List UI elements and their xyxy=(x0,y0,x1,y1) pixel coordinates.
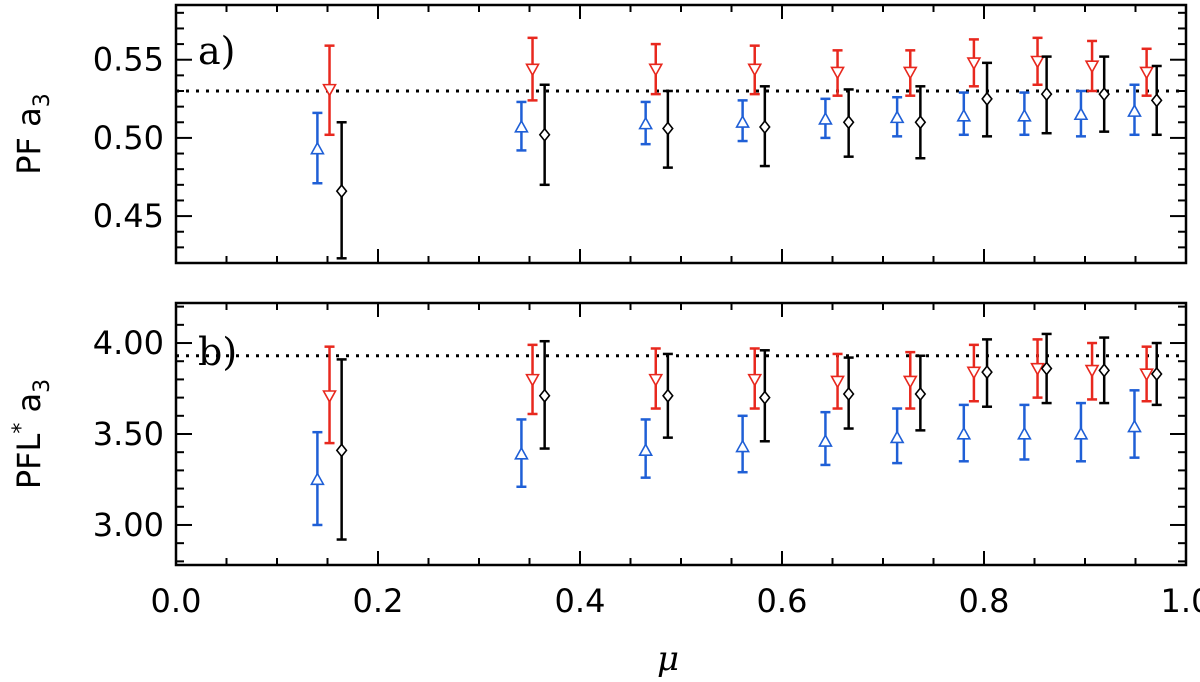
marker-triangle-down xyxy=(648,373,664,388)
marker-triangle-up xyxy=(1017,108,1032,122)
marker-diamond xyxy=(981,91,993,107)
panel-b-xtick-labels: 0.0 0.2 0.4 0.6 0.8 1.0 xyxy=(151,582,1200,620)
panel-a-yticks: 0.45 0.50 0.55 xyxy=(93,11,1186,264)
marker-diamond xyxy=(914,386,927,402)
x-tick-label: 0.2 xyxy=(353,582,404,620)
marker-triangle-down xyxy=(1139,66,1154,80)
marker-diamond xyxy=(662,388,674,404)
marker-triangle-up xyxy=(310,141,325,155)
marker-diamond xyxy=(335,183,348,199)
marker-diamond xyxy=(759,390,771,405)
marker-triangle-down xyxy=(747,373,763,388)
panel-b-label: b) xyxy=(198,330,237,374)
marker-triangle-up xyxy=(638,116,654,130)
marker-diamond xyxy=(842,386,855,402)
marker-triangle-up xyxy=(1127,419,1142,433)
marker-triangle-up xyxy=(818,433,833,447)
marker-diamond xyxy=(981,364,993,380)
panel-b-ylabel-tail: a xyxy=(10,393,48,423)
marker-diamond xyxy=(538,388,551,404)
marker-diamond xyxy=(1098,86,1111,102)
marker-triangle-up xyxy=(1127,103,1142,117)
panel-a-ylabel: PF a3 xyxy=(10,93,55,174)
marker-diamond xyxy=(759,119,771,135)
marker-triangle-down xyxy=(1139,368,1154,382)
panel-a: a) PF a3 0.45 0.50 0.55 xyxy=(10,3,1188,265)
marker-triangle-up xyxy=(956,426,972,440)
marker-triangle-down xyxy=(1084,364,1100,378)
marker-diamond xyxy=(914,114,927,130)
x-tick-label: 0.6 xyxy=(757,582,808,620)
panel-a-xticks xyxy=(175,5,1187,263)
panel-a-series xyxy=(310,36,1163,260)
marker-triangle-up xyxy=(889,109,905,124)
marker-diamond xyxy=(662,121,674,136)
marker-triangle-up xyxy=(638,442,654,456)
marker-triangle-down xyxy=(648,63,664,77)
panel-b-yticks: 3.00 3.50 4.00 xyxy=(93,305,1186,563)
marker-triangle-down xyxy=(830,66,845,80)
panel-a-ytick-label: 0.50 xyxy=(93,119,164,157)
marker-triangle-down xyxy=(902,66,918,80)
marker-triangle-down xyxy=(525,63,540,77)
panel-a-label: a) xyxy=(198,29,235,73)
panel-b-ylabel-sub: 3 xyxy=(30,379,55,393)
marker-triangle-up xyxy=(889,429,905,444)
marker-triangle-up xyxy=(1017,426,1032,440)
panel-b-xticks xyxy=(175,303,1187,565)
marker-diamond xyxy=(538,127,551,143)
panel-b-ylabel-star: * xyxy=(9,423,34,434)
marker-triangle-up xyxy=(310,471,325,486)
marker-triangle-down xyxy=(525,373,540,388)
panel-b-ylabel: PFL* a3 xyxy=(9,379,55,489)
marker-diamond xyxy=(1098,363,1111,378)
x-axis-label: μ xyxy=(657,639,679,679)
marker-triangle-up xyxy=(514,119,529,133)
marker-diamond xyxy=(1040,361,1053,376)
marker-triangle-down xyxy=(747,63,763,77)
marker-triangle-up xyxy=(818,111,833,125)
marker-triangle-up xyxy=(1073,106,1089,121)
marker-triangle-down xyxy=(1030,55,1045,69)
panel-a-ylabel-main: PF a xyxy=(10,107,48,174)
marker-triangle-down xyxy=(322,390,337,404)
marker-triangle-up xyxy=(514,446,529,460)
x-tick-label: 0.8 xyxy=(959,582,1010,620)
marker-diamond xyxy=(1150,93,1163,108)
x-tick-label: 1.0 xyxy=(1161,582,1200,620)
marker-triangle-down xyxy=(1084,60,1100,74)
panel-b-ytick-label: 3.50 xyxy=(93,415,164,453)
marker-triangle-up xyxy=(735,439,750,453)
marker-triangle-down xyxy=(966,366,982,380)
marker-triangle-down xyxy=(830,375,845,389)
marker-triangle-down xyxy=(1030,362,1045,377)
panel-b: b) PFL* a3 3.00 3.50 4.00 0.0 0.2 0.4 0.6 0.8 1… xyxy=(9,301,1200,679)
x-tick-label: 0.0 xyxy=(151,582,202,620)
marker-triangle-up xyxy=(1073,426,1089,440)
x-tick-label: 0.4 xyxy=(555,582,606,620)
marker-diamond xyxy=(1150,366,1163,382)
panel-b-ytick-label: 3.00 xyxy=(93,506,164,544)
marker-diamond xyxy=(1040,86,1053,102)
marker-triangle-down xyxy=(966,57,982,71)
panel-b-series xyxy=(310,332,1163,541)
panel-b-frame xyxy=(174,301,1188,567)
panel-a-ytick-label: 0.55 xyxy=(93,41,164,79)
panel-a-ytick-label: 0.45 xyxy=(93,197,164,235)
marker-diamond xyxy=(335,443,348,458)
marker-triangle-up xyxy=(956,108,972,122)
panel-a-ylabel-sub: 3 xyxy=(30,93,55,107)
marker-triangle-down xyxy=(322,83,337,98)
panel-b-ylabel-main: PFL xyxy=(10,433,48,489)
panel-b-ytick-label: 4.00 xyxy=(93,324,164,362)
marker-triangle-down xyxy=(902,375,918,389)
marker-triangle-up xyxy=(735,114,750,128)
marker-diamond xyxy=(842,114,855,130)
